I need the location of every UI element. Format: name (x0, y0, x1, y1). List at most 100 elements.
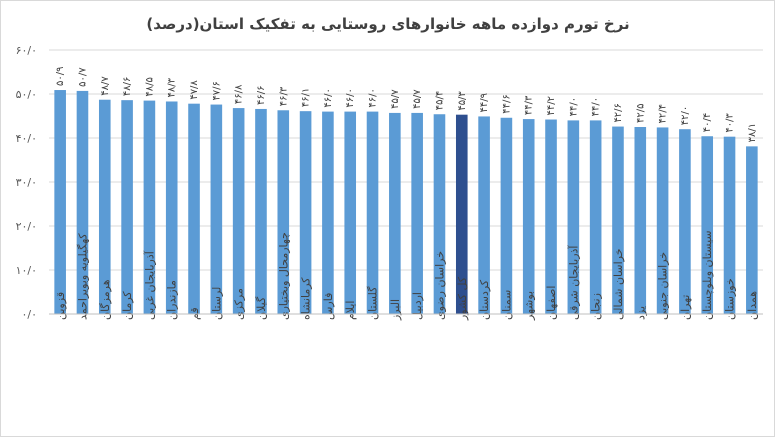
bar (322, 111, 334, 314)
category-label: قزوین (54, 292, 67, 320)
value-label: ۴۶/۰ (323, 88, 334, 107)
bar (54, 90, 66, 314)
value-label: ۴۴/۹ (479, 93, 490, 112)
category-label: زنجان (590, 293, 603, 320)
bars (54, 90, 758, 315)
category-label: گلستان (367, 286, 380, 320)
category-label: ایلام (344, 301, 357, 321)
bar (143, 100, 156, 314)
bar (277, 110, 290, 314)
value-labels: ۵۰/۹ ۵۰/۷ ۴۸/۷ ۴۸/۶ ۴۸/۵ ۴۸/۳ ۴۷/۸ ۴۷/۶ ۴۶/۸ ۴۶/۶… (55, 67, 758, 143)
category-label: خوزستان (724, 278, 737, 320)
value-label: ۴۶/۰ (368, 88, 379, 107)
category-label: یزد (634, 306, 647, 320)
category-label: تهران (679, 295, 692, 320)
bar (500, 117, 513, 314)
category-label: خراسان شمالی (612, 248, 625, 320)
value-label: ۳۸/۱ (747, 123, 758, 142)
category-label: آذربایجان غربی (142, 250, 156, 320)
bar (455, 114, 468, 315)
y-tick-label: ۵۰/۰ (16, 88, 37, 101)
y-axis-tick-labels: ۰/۰ ۱۰/۰ ۲۰/۰ ۳۰/۰ ۴۰/۰ ۵۰/۰ ۶۰/۰ (16, 44, 37, 321)
category-label: کل کشور (456, 276, 469, 321)
value-label: ۴۵/۷ (412, 89, 423, 109)
category-label: گیلان (255, 296, 268, 320)
value-label: ۴۴/۲ (546, 96, 557, 115)
value-label: ۴۲/۶ (613, 103, 624, 122)
chart-title: نرخ تورم دوازده ماهه خانوارهای روستایی ب… (146, 15, 629, 33)
y-tick-label: ۶۰/۰ (16, 44, 37, 57)
value-label: ۴۶/۰ (345, 88, 356, 107)
bar (188, 103, 200, 315)
bar (701, 136, 714, 314)
x-axis-category-labels: قزوین کهگیلویه وبویراحمد هرمزگان کرمان آذربا… (54, 230, 759, 321)
value-label: ۴۴/۰ (568, 97, 579, 116)
category-label: کرمان (121, 291, 134, 320)
value-label: ۴۷/۶ (211, 81, 222, 100)
value-label: ۴۵/۷ (390, 89, 401, 109)
category-label: سمنان (500, 290, 513, 320)
bar (567, 120, 580, 315)
category-label: کردستان (478, 279, 491, 320)
bar (411, 112, 423, 314)
bar (746, 146, 758, 314)
category-label: چهارمحال وبختیاری (277, 232, 290, 320)
bar (478, 116, 490, 314)
category-label: سیستان وبلوچستان (701, 230, 714, 320)
bar (522, 119, 535, 314)
bar (232, 108, 245, 314)
bar (612, 126, 624, 314)
bar (545, 119, 557, 315)
bar (76, 90, 89, 314)
category-label: مرکزی (233, 288, 246, 320)
category-label: فارس (322, 293, 335, 320)
bar (255, 108, 267, 315)
value-label: ۴۲/۴ (658, 104, 669, 123)
category-label: بوشهر (523, 291, 536, 321)
bar (656, 127, 669, 314)
value-label: ۴۶/۶ (256, 85, 267, 104)
bar (98, 99, 111, 314)
value-label: ۴۸/۳ (167, 77, 178, 97)
value-label: ۴۶/۳ (278, 86, 289, 106)
y-tick-label: ۳۰/۰ (16, 176, 37, 189)
bar (344, 111, 357, 314)
value-label: ۴۰/۳ (725, 113, 736, 133)
category-label: هرمزگان (99, 279, 112, 320)
value-label: ۴۶/۱ (301, 88, 312, 107)
category-label: خراسان جنوبی (657, 252, 670, 320)
value-label: ۴۲/۰ (680, 106, 691, 125)
bar (299, 111, 312, 314)
grid-lines (49, 49, 763, 271)
bar (634, 127, 647, 314)
category-label: مازندران (166, 280, 179, 320)
value-label: ۴۷/۸ (189, 80, 200, 100)
bar (389, 112, 401, 314)
value-label: ۴۴/۶ (501, 94, 512, 113)
category-label: اصفهان (545, 286, 558, 320)
bar (210, 104, 223, 314)
category-label: کهگیلویه وبویراحمد (76, 233, 89, 320)
bar (723, 136, 736, 314)
y-tick-label: ۰/۰ (21, 308, 37, 321)
bar (589, 120, 602, 315)
value-label: ۴۶/۸ (234, 84, 245, 104)
value-label: ۵۰/۷ (77, 67, 88, 87)
y-tick-label: ۱۰/۰ (16, 264, 37, 277)
value-label: ۵۰/۹ (55, 67, 66, 86)
bar (366, 111, 379, 314)
value-label: ۴۵/۴ (434, 91, 445, 110)
value-label: ۴۲/۵ (635, 104, 646, 123)
value-label: ۴۸/۷ (100, 76, 111, 96)
category-label: البرز (389, 299, 402, 321)
value-label: ۴۸/۶ (122, 77, 133, 96)
value-label: ۴۰/۴ (702, 113, 713, 132)
bar (165, 101, 178, 314)
bar (679, 129, 691, 314)
bar (121, 100, 133, 314)
category-label: اردبیل (411, 292, 424, 320)
value-label: ۴۵/۳ (457, 91, 468, 111)
y-tick-label: ۴۰/۰ (16, 132, 37, 145)
